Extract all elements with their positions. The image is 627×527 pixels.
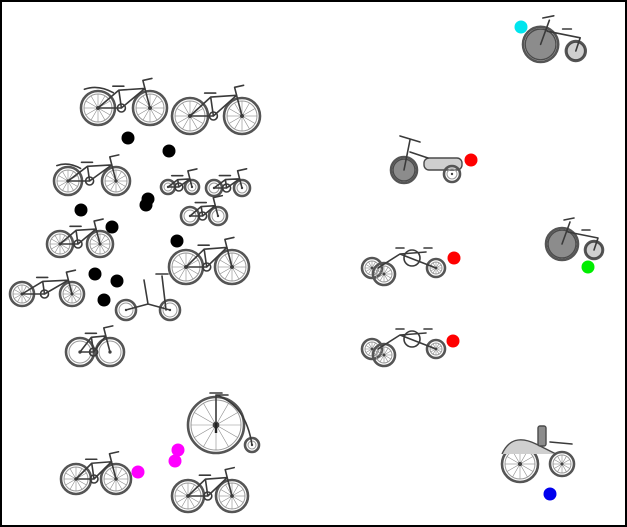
bicycle-wide: [167, 236, 251, 286]
red-marker-dot: [464, 153, 478, 167]
wheelchair: [500, 425, 576, 484]
penny-farthing: [186, 392, 261, 455]
marker-dots: [74, 20, 595, 501]
black-marker-dot: [88, 267, 102, 281]
bicycle-touring: [170, 84, 262, 136]
black-marker-dot: [162, 144, 176, 158]
bicycle-folding: [114, 273, 182, 322]
black-marker-dot: [97, 293, 111, 307]
tricycle-tandem-lower: [360, 328, 447, 368]
vehicle-illustrations: [8, 15, 605, 514]
black-marker-dot: [105, 220, 119, 234]
black-marker-dot: [74, 203, 88, 217]
blue-marker-dot: [543, 487, 557, 501]
magenta-marker-dot: [171, 443, 185, 457]
tricycle-toddler: [389, 135, 463, 185]
bicycle-road-bottom: [170, 466, 250, 514]
bicycle-bmx: [159, 168, 201, 196]
bicycle-cruiser-top: [79, 77, 169, 127]
black-marker-dot: [121, 131, 135, 145]
cyan-marker-dot: [514, 20, 528, 34]
bicycle-cargo: [64, 325, 126, 368]
tricycle-balance: [544, 217, 605, 262]
tricycle-top-right: [521, 15, 587, 64]
black-marker-dot: [110, 274, 124, 288]
bicycle-kid: [179, 194, 229, 227]
tricycle-tandem-upper: [360, 247, 447, 287]
black-marker-dot: [141, 192, 155, 206]
bicycle-small: [204, 168, 252, 198]
bicycle-city: [8, 269, 86, 308]
bicycle-road-bottom-left: [59, 450, 133, 496]
green-marker-dot: [581, 260, 595, 274]
bicycle-mtb: [45, 218, 115, 259]
red-marker-dot: [447, 251, 461, 265]
red-marker-dot: [446, 334, 460, 348]
black-marker-dot: [170, 234, 184, 248]
magenta-marker-dot: [168, 454, 182, 468]
magenta-marker-dot: [131, 465, 145, 479]
bicycle-beach: [52, 154, 132, 197]
